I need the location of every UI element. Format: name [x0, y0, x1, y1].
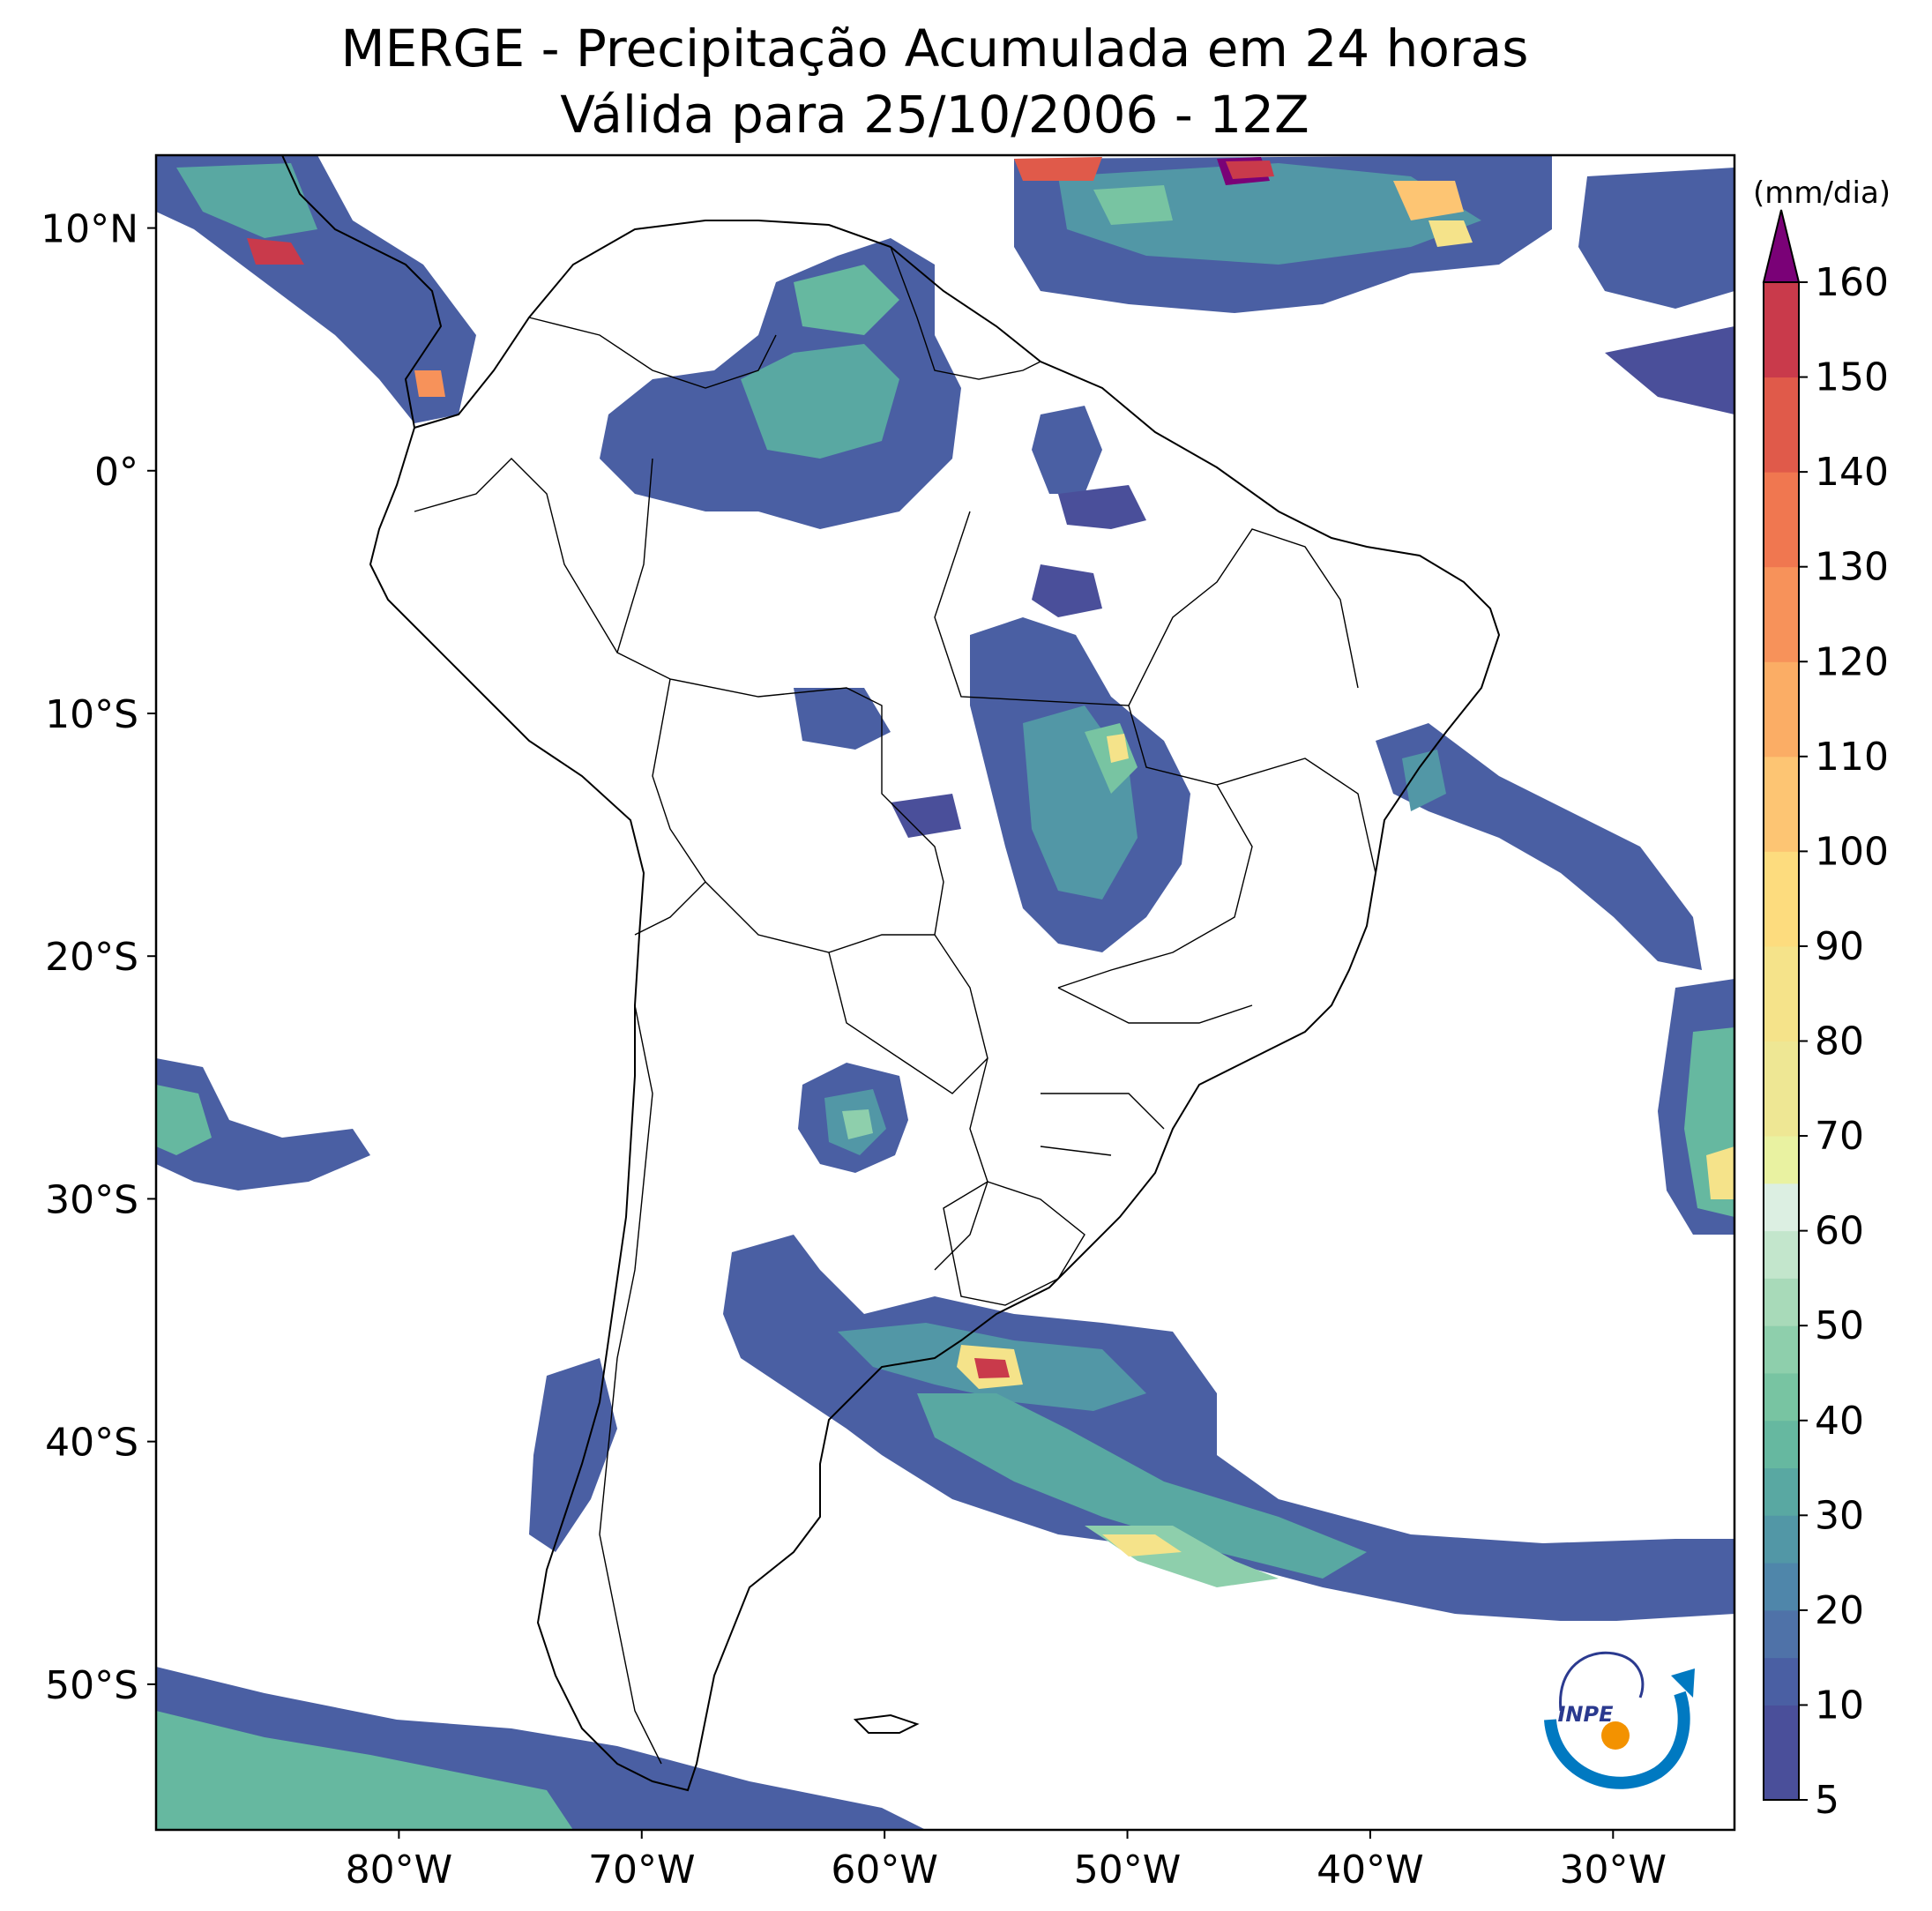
colorbar-band: [1764, 566, 1799, 662]
precipitation-field: [156, 155, 1734, 1830]
inpe-logo: INPE: [1525, 1621, 1724, 1815]
colorbar-band: [1764, 1420, 1799, 1469]
colorbar-tick-label: 90: [1815, 924, 1864, 969]
lat-tick-label: 20°S: [45, 935, 138, 980]
colorbar-band: [1764, 945, 1799, 1041]
lat-tick-label: 40°S: [45, 1421, 138, 1466]
colorbar-tick-label: 30: [1815, 1493, 1864, 1538]
border-uruguay: [943, 1181, 1085, 1306]
border-paraguay: [828, 952, 988, 1094]
colorbar-band: [1764, 1136, 1799, 1184]
precip-drake-passage: [156, 1358, 926, 1830]
precip-paraguay: [798, 1063, 908, 1173]
precip-mid-atlantic: [1658, 979, 1734, 1235]
colorbar-tick-label: 70: [1815, 1114, 1864, 1159]
lat-axis: 10°N 0° 10°S 20°S 30°S 40°S 50°S: [41, 207, 156, 1708]
colorbar-ticks: 5 10 20 30 40 50 60 70 80 90 100 110 120 130 140 150 160: [1799, 260, 1889, 1823]
colorbar-tick-label: 120: [1815, 639, 1889, 684]
colorbar-band: [1764, 1183, 1799, 1232]
lon-tick-label: 50°W: [1074, 1848, 1182, 1892]
colorbar-tick-label: 80: [1815, 1019, 1864, 1064]
colorbar-band: [1764, 1230, 1799, 1279]
colorbar-band: [1764, 661, 1799, 758]
lon-axis: 80°W 70°W 60°W 50°W 40°W 30°W: [346, 1830, 1667, 1892]
map-panel: 10°N 0° 10°S 20°S 30°S 40°S 50°S 80°W 70°W 60°W 5…: [41, 153, 1736, 1892]
colorbar-tick-label: 110: [1815, 735, 1889, 780]
colorbar-tick-label: 140: [1815, 450, 1889, 495]
precip-pacific-west: [156, 1058, 370, 1191]
colorbar: 5 10 20 30 40 50 60 70 80 90 100 110 120 130 140 150 160…: [1753, 175, 1891, 1823]
colorbar-tick-label: 40: [1815, 1399, 1864, 1444]
inpe-logo-icon: INPE: [1544, 1651, 1695, 1789]
map-title-line1: MERGE - Precipitação Acumulada em 24 hor…: [341, 19, 1529, 78]
colorbar-band: [1764, 472, 1799, 568]
colorbar-tick-label: 100: [1815, 829, 1889, 874]
precip-amazon-north: [600, 238, 1146, 529]
border-brazil-west: [616, 458, 988, 1271]
map-title-line2: Válida para 25/10/2006 - 12Z: [560, 85, 1309, 145]
country-borders: [414, 246, 1376, 1765]
south-america-outline: [369, 220, 1501, 1792]
border-peru-chile: [634, 881, 706, 936]
border-ecuador-peru: [414, 458, 618, 653]
border-guianas: [890, 246, 1041, 380]
precip-north-atlantic: [1014, 155, 1734, 414]
precip-central-america: [156, 155, 476, 423]
colorbar-tick-label: 160: [1815, 260, 1889, 305]
lon-tick-label: 60°W: [831, 1848, 938, 1892]
colorbar-unit-label: (mm/dia): [1753, 175, 1891, 211]
colorbar-band: [1764, 282, 1799, 378]
colorbar-band: [1764, 756, 1799, 852]
colorbar-tick-label: 50: [1815, 1303, 1864, 1348]
colorbar-tick-label: 150: [1815, 355, 1889, 400]
lon-tick-label: 30°W: [1560, 1848, 1667, 1892]
border-colombia-venezuela: [528, 317, 777, 389]
lat-tick-label: 10°S: [45, 692, 138, 737]
colorbar-tick-label: 10: [1815, 1683, 1864, 1728]
colorbar-band: [1764, 1705, 1799, 1801]
colorbar-band: [1764, 377, 1799, 473]
colorbar-tick-label: 60: [1815, 1209, 1864, 1254]
colorbar-band: [1764, 1515, 1799, 1564]
lat-tick-label: 10°N: [41, 207, 138, 252]
colorbar-band: [1764, 1657, 1799, 1706]
colorbar-band: [1764, 1278, 1799, 1326]
colorbar-bands: [1764, 282, 1799, 1801]
falklands-outline: [853, 1713, 920, 1734]
lat-tick-label: 50°S: [45, 1663, 138, 1708]
colorbar-band: [1764, 1563, 1799, 1611]
colorbar-band: [1764, 1609, 1799, 1659]
precip-northeast-coast: [1376, 723, 1702, 970]
lat-tick-label: 0°: [94, 450, 138, 495]
central-america-outline: [281, 155, 443, 429]
colorbar-band: [1764, 1467, 1799, 1516]
lon-tick-label: 40°W: [1317, 1848, 1424, 1892]
colorbar-band: [1764, 851, 1799, 947]
colorbar-tick-label: 5: [1815, 1778, 1839, 1823]
lon-tick-label: 80°W: [346, 1848, 453, 1892]
map-frame: [154, 153, 1736, 1832]
colorbar-tick-label: 20: [1815, 1588, 1864, 1633]
colorbar-band: [1764, 1325, 1799, 1374]
lat-tick-label: 30°S: [45, 1177, 138, 1222]
border-argentina-chile: [599, 1004, 662, 1765]
precip-south-band: [723, 1235, 1734, 1623]
coastlines: [281, 155, 1501, 1792]
colorbar-band: [1764, 1041, 1799, 1137]
colorbar-tick-label: 130: [1815, 545, 1889, 590]
border-bolivia: [652, 678, 935, 953]
precip-central-brazil: [794, 564, 1190, 952]
logo-text: INPE: [1558, 1702, 1615, 1727]
lon-tick-label: 70°W: [588, 1848, 696, 1892]
border-brazil-states: [934, 511, 1376, 1156]
colorbar-extend-triangle: [1762, 209, 1801, 283]
colorbar-band: [1764, 1372, 1799, 1422]
